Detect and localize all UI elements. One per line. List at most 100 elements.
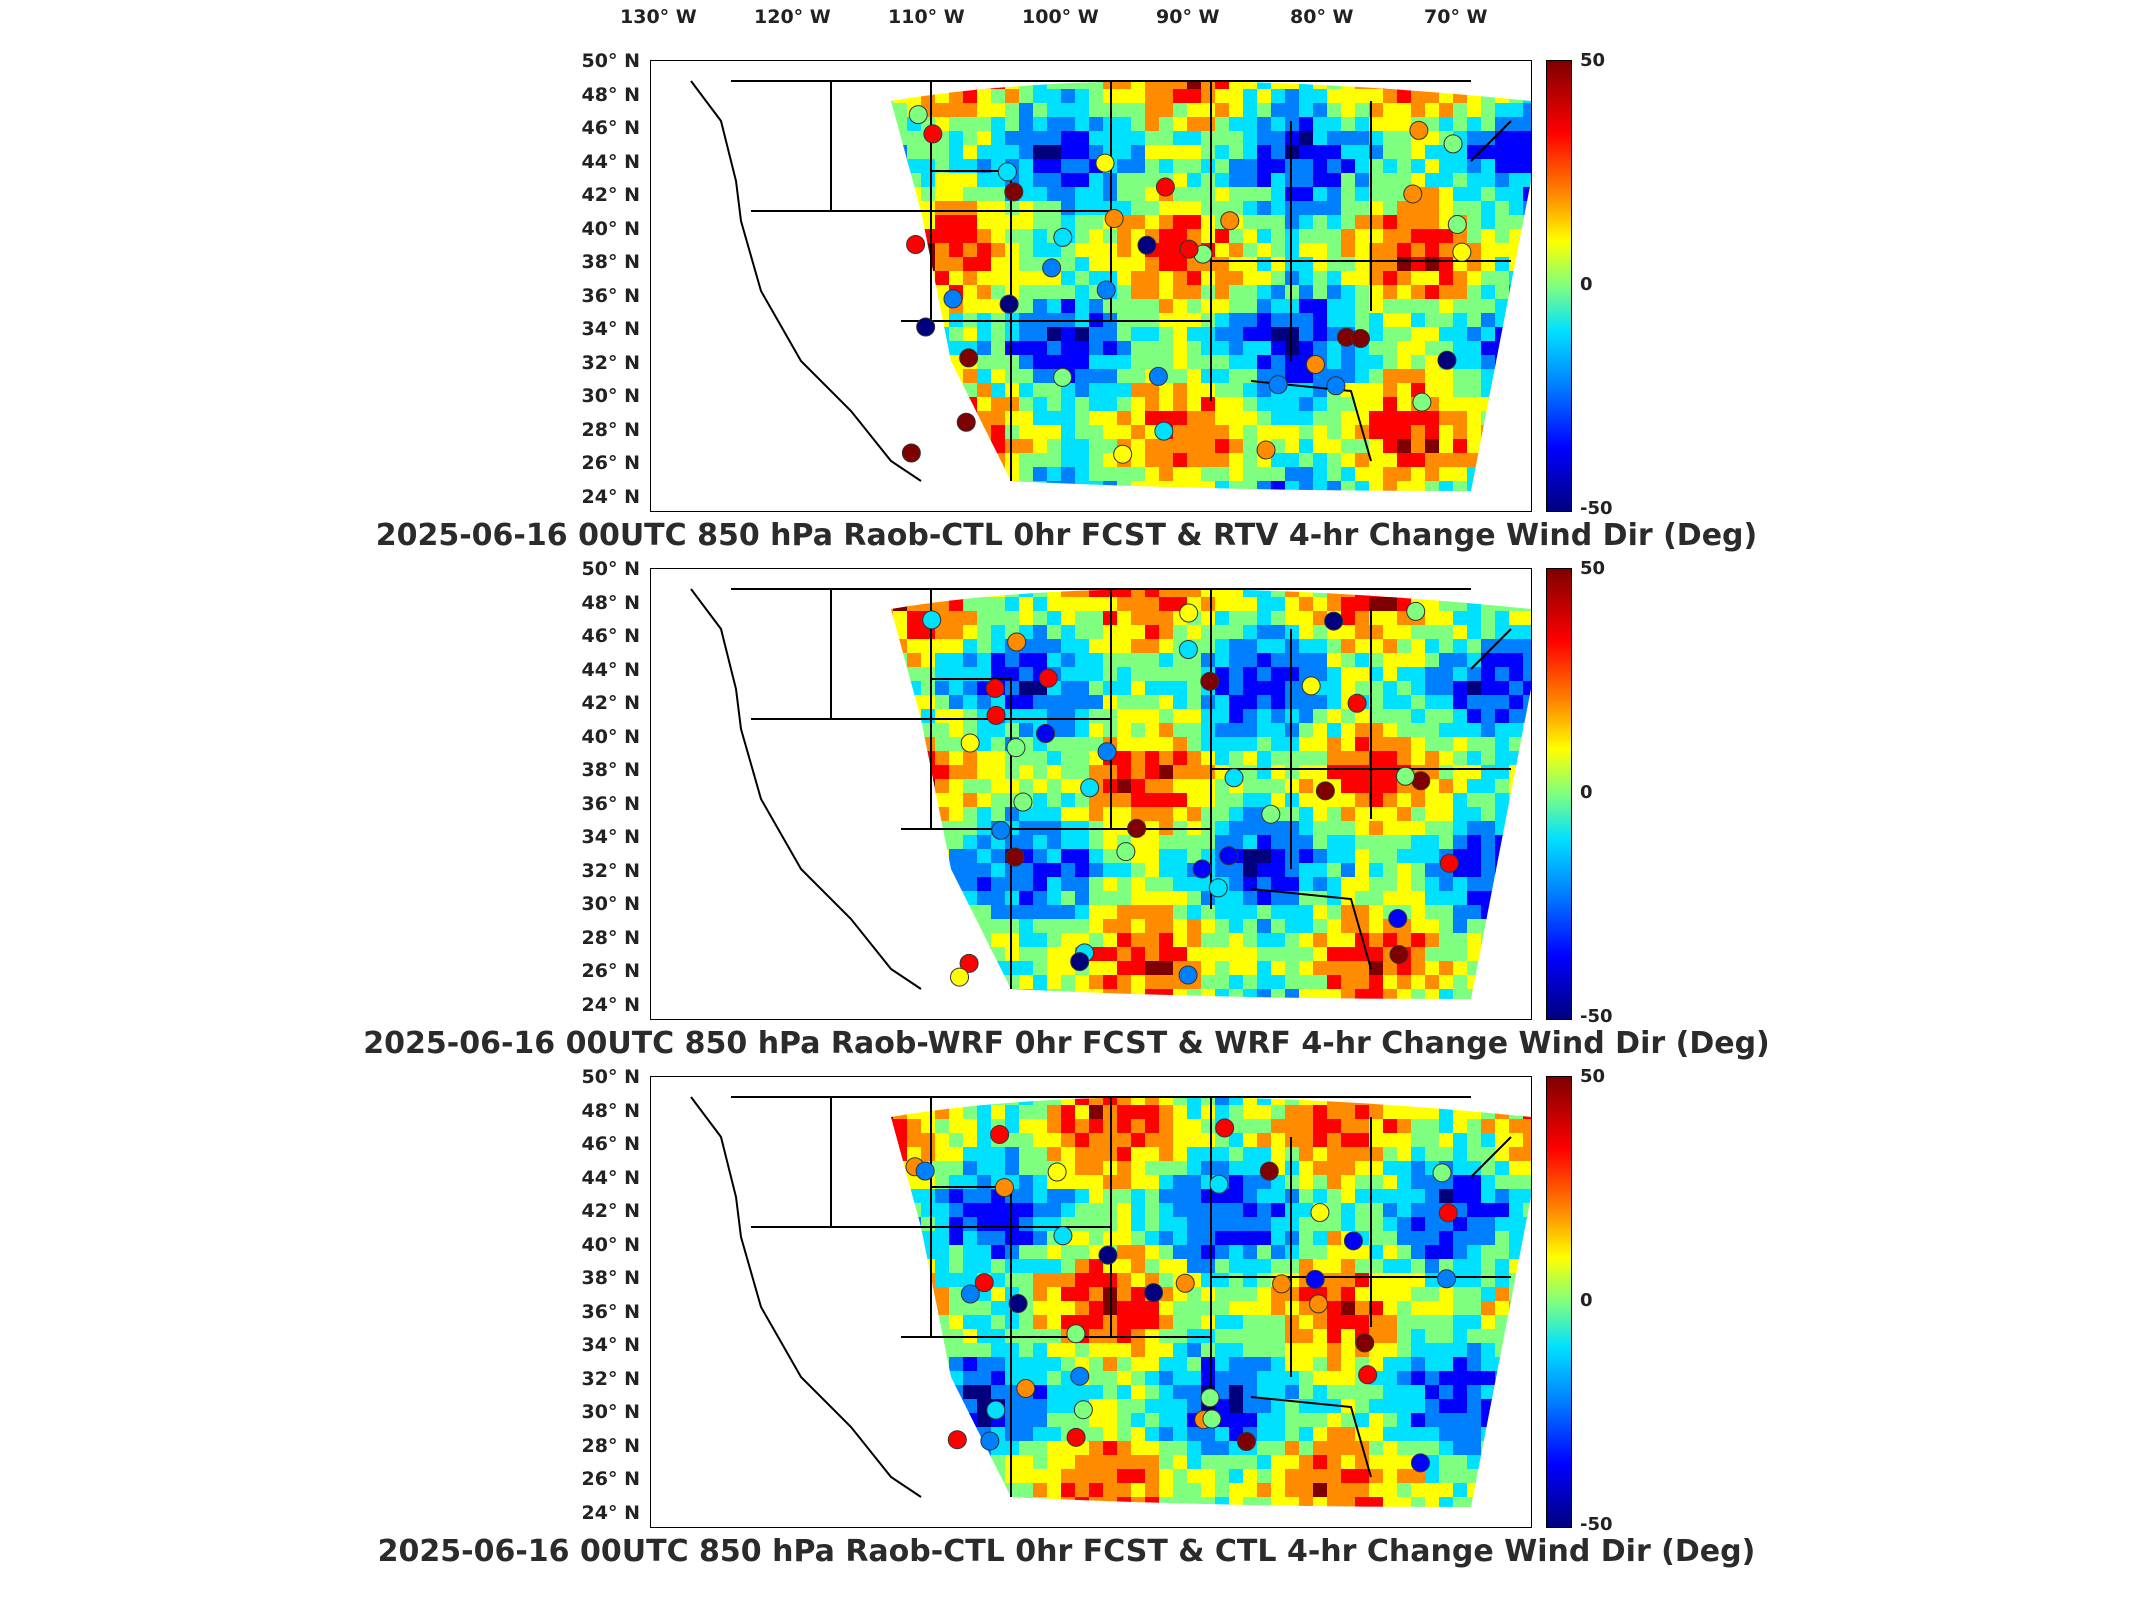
- lon-label: 120° W: [754, 6, 831, 28]
- raob-station-marker: [1202, 1409, 1222, 1429]
- raob-station-marker: [994, 1178, 1014, 1198]
- raob-station-marker: [1148, 366, 1168, 386]
- lon-label: 80° W: [1290, 6, 1354, 28]
- lat-label: 24° N: [581, 1501, 640, 1524]
- map-frame: [650, 60, 1532, 512]
- lat-label: 48° N: [581, 1099, 640, 1122]
- raob-station-marker: [1113, 444, 1133, 464]
- raob-station-marker: [1438, 1203, 1458, 1223]
- lat-label: 50° N: [581, 1066, 640, 1088]
- raob-station-marker: [1155, 177, 1175, 197]
- raob-station-marker: [991, 820, 1011, 840]
- raob-station-marker: [908, 105, 928, 125]
- raob-station-marker: [1437, 350, 1457, 370]
- raob-station-marker: [986, 705, 1006, 725]
- lat-label: 40° N: [581, 217, 640, 240]
- lat-label: 38° N: [581, 759, 640, 781]
- raob-station-marker: [1409, 120, 1429, 140]
- raob-station-marker: [1403, 184, 1423, 204]
- lat-label: 24° N: [581, 485, 640, 508]
- raob-station-marker: [1389, 945, 1409, 965]
- raob-station-marker: [1324, 611, 1344, 631]
- raob-station-marker: [1179, 239, 1199, 259]
- raob-station-marker: [1406, 601, 1426, 621]
- raob-station-marker: [916, 317, 936, 337]
- state-boundaries: [690, 1096, 1512, 1498]
- raob-station-marker: [1224, 768, 1244, 788]
- state-boundaries: [690, 80, 1512, 482]
- colorbar-mid-label: 0: [1580, 1290, 1593, 1311]
- lon-label: 90° W: [1156, 6, 1220, 28]
- raob-station-marker: [1053, 1226, 1073, 1246]
- raob-station-marker: [1016, 1379, 1036, 1399]
- lat-label: 34° N: [581, 1334, 640, 1356]
- lat-label: 28° N: [581, 418, 640, 441]
- raob-station-marker: [1066, 1427, 1086, 1447]
- colorbar-mid-label: 0: [1580, 782, 1593, 803]
- raob-station-marker: [1007, 632, 1027, 652]
- raob-station-marker: [1200, 671, 1220, 691]
- raob-station-marker: [1073, 1400, 1093, 1420]
- raob-station-marker: [999, 294, 1019, 314]
- raob-station-marker: [943, 289, 963, 309]
- wind-direction-map: [690, 80, 1531, 491]
- lat-label: 48° N: [581, 591, 640, 614]
- raob-station-marker: [1004, 182, 1024, 202]
- raob-station-marker: [959, 953, 979, 973]
- colorbar-min-label: -50: [1580, 1514, 1613, 1535]
- raob-station-marker: [1053, 367, 1073, 387]
- raob-station-marker: [1053, 227, 1073, 247]
- raob-station-marker: [1395, 766, 1415, 786]
- raob-station-marker: [1098, 1245, 1118, 1265]
- raob-station-marker: [1305, 1269, 1325, 1289]
- raob-station-marker: [1013, 792, 1033, 812]
- raob-station-marker: [947, 1430, 967, 1450]
- lon-label: 130° W: [620, 6, 697, 28]
- raob-station-marker: [1219, 846, 1239, 866]
- lat-label: 26° N: [581, 1468, 640, 1490]
- lat-label: 50° N: [581, 50, 640, 72]
- lat-label: 24° N: [581, 993, 640, 1016]
- raob-station-marker: [1137, 235, 1157, 255]
- raob-station-marker: [980, 1431, 1000, 1451]
- colorbar: [1546, 568, 1572, 1020]
- lat-label: 44° N: [581, 1166, 640, 1189]
- colorbar-max-label: 50: [1580, 1066, 1606, 1087]
- raob-station-marker: [1127, 818, 1147, 838]
- lat-label: 42° N: [581, 1200, 640, 1222]
- map-frame: [650, 1076, 1532, 1528]
- colorbar: [1546, 1076, 1572, 1528]
- raob-station-marker: [901, 443, 921, 463]
- raob-station-marker: [1005, 847, 1025, 867]
- raob-station-marker: [1154, 421, 1174, 441]
- raob-station-marker: [1315, 781, 1335, 801]
- raob-station-marker: [1452, 242, 1472, 262]
- raob-station-marker: [1326, 376, 1346, 396]
- raob-station-marker: [1272, 1274, 1292, 1294]
- raob-station-marker: [1310, 1203, 1330, 1223]
- raob-station-marker: [1038, 668, 1058, 688]
- lat-label: 32° N: [581, 859, 640, 882]
- lat-label: 40° N: [581, 725, 640, 748]
- raob-station-marker: [1358, 1365, 1378, 1385]
- lat-label: 46° N: [581, 1133, 640, 1155]
- colorbar-max-label: 50: [1580, 50, 1606, 71]
- lat-label: 30° N: [581, 1401, 640, 1423]
- raob-station-marker: [1104, 209, 1124, 229]
- raob-station-marker: [1268, 375, 1288, 395]
- raob-station-marker: [956, 412, 976, 432]
- raob-station-marker: [1178, 639, 1198, 659]
- raob-station-marker: [997, 162, 1017, 182]
- raob-station-marker: [1144, 1283, 1164, 1303]
- map-panel-1: 50° N 48° N 46° N 44° N 42° N 40° N 38° N 36° N…: [0, 50, 2133, 560]
- raob-station-marker: [923, 124, 943, 144]
- lat-label: 42° N: [581, 184, 640, 206]
- raob-station-marker: [1301, 676, 1321, 696]
- lat-label: 32° N: [581, 1367, 640, 1390]
- panel-title: 2025-06-16 00UTC 850 hPa Raob-CTL 0hr FC…: [377, 1534, 1756, 1569]
- raob-station-marker: [1070, 1366, 1090, 1386]
- lat-label: 34° N: [581, 318, 640, 340]
- raob-station-marker: [1410, 1453, 1430, 1473]
- raob-station-marker: [1443, 134, 1463, 154]
- raob-station-marker: [1178, 965, 1198, 985]
